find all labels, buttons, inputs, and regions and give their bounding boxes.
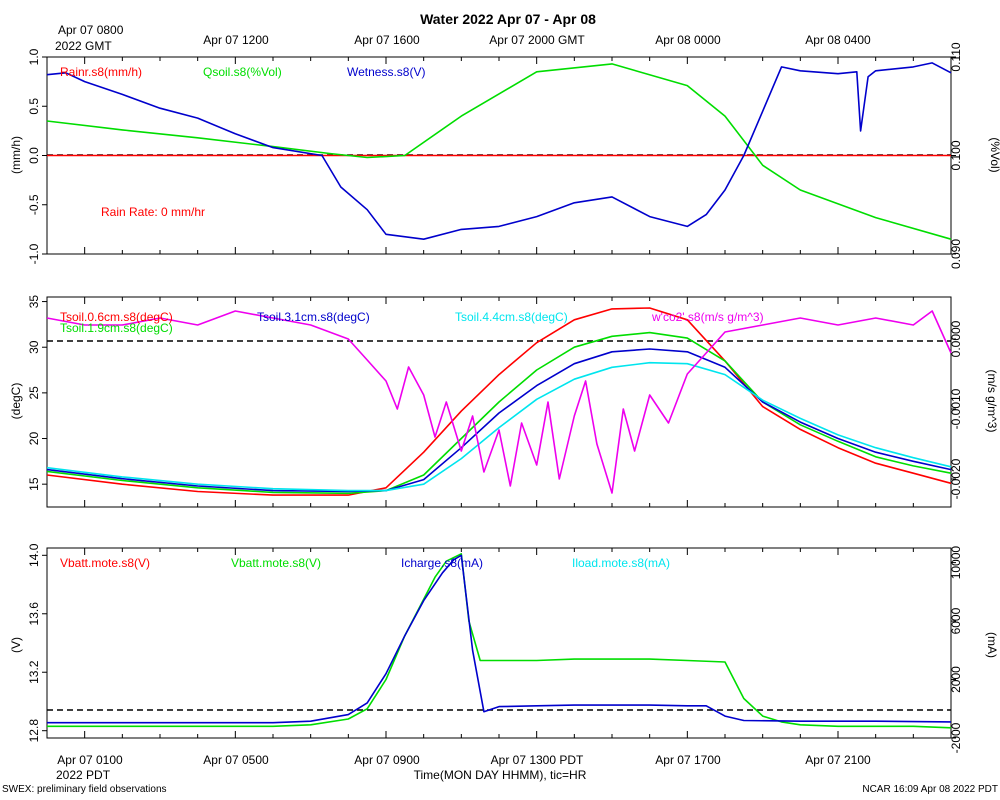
top-time-label-first-line1: Apr 07 0800	[58, 23, 124, 37]
left-tick-label: 15	[27, 477, 41, 491]
panel-3-x-ticks	[46, 548, 952, 738]
panel-1-series	[46, 62, 952, 240]
series-line-0-2	[46, 62, 952, 240]
right-tick-label: -0.0010	[949, 388, 963, 429]
top-time-label: Apr 07 2000 GMT	[489, 33, 585, 47]
left-tick-label: 0.5	[27, 98, 41, 115]
rain-rate-annotation: Rain Rate: 0 mm/hr	[101, 205, 205, 219]
legend-qsoil: Qsoil.s8(%Vol)	[203, 65, 282, 79]
legend-vbatt-green: Vbatt.mote.s8(V)	[231, 556, 321, 570]
series-line-1-4	[46, 310, 952, 494]
right-tick-label: 6000	[949, 607, 963, 634]
bottom-time-label: Apr 07 0900	[354, 753, 420, 767]
left-tick-label: 13.6	[27, 602, 41, 626]
right-tick-label: 0.0000	[949, 320, 963, 357]
left-tick-label: -0.5	[27, 194, 41, 215]
legend-tsoil-0-6: Tsoil.0.6cm.s8(degC)	[60, 310, 173, 324]
top-time-label: Apr 07 1600	[354, 33, 420, 47]
legend-wco2: w'co2'.s8(m/s g/m^3)	[651, 310, 764, 324]
right-tick-label: 2000	[949, 666, 963, 693]
legend-tsoil-4-4: Tsoil.4.4cm.s8(degC)	[455, 310, 568, 324]
panel-2-left-ticks: 15 20 25 30 35	[27, 295, 47, 491]
bottom-time-label: Apr 07 1300 PDT	[491, 753, 584, 767]
panel-3-left-ticks: 12.8 13.2 13.6 14.0	[27, 543, 47, 742]
top-time-label: Apr 08 0400	[805, 33, 871, 47]
x-axis-label: Time(MON DAY HHMM), tic=HR	[414, 768, 587, 782]
legend-tsoil-3-1: Tsoil.3.1cm.s8(degC)	[257, 310, 370, 324]
left-tick-label: 20	[27, 432, 41, 446]
bottom-time-axis: Apr 07 0100 Apr 07 0500 Apr 07 0900 Apr …	[56, 753, 871, 782]
footer-right: NCAR 16:09 Apr 08 2022 PDT	[862, 784, 998, 795]
panel-3-series	[47, 553, 952, 729]
right-tick-label: -2000	[949, 722, 963, 753]
series-line-1-3	[46, 361, 952, 492]
left-tick-label: 30	[27, 340, 41, 354]
right-tick-label: 10000	[949, 546, 963, 580]
legend-vbatt-red: Vbatt.mote.s8(V)	[60, 556, 150, 570]
bottom-year-label: 2022 PDT	[56, 768, 111, 782]
panel-3-right-axis-label: (mA)	[985, 632, 999, 658]
panel-2-series	[46, 307, 952, 496]
left-tick-label: 12.8	[27, 719, 41, 743]
series-line-1-1	[46, 331, 952, 495]
right-tick-label: 0.110	[949, 42, 963, 71]
left-tick-label: 35	[27, 295, 41, 309]
panel-soil-temperature-flux: 15 20 25 30 35 -0.0020 -0.0010 0.0000 (degC) (…	[9, 295, 999, 508]
panel-2-left-axis-label: (degC)	[9, 383, 23, 420]
panel-1-left-axis-label: (mm/h)	[9, 136, 23, 174]
bottom-time-label: Apr 07 2100	[805, 753, 871, 767]
panel-rain-soil-moisture: -1.0 -0.5 0.0 0.5 1.0 0.090 0.100 0.110 (mm/h)…	[9, 42, 1000, 269]
panel-2-right-axis-label: (m/s g/m^3)	[985, 370, 999, 433]
top-time-axis: Apr 07 0800 2022 GMT Apr 07 1200 Apr 07 …	[55, 23, 871, 53]
series-line-1-2	[46, 348, 952, 493]
chart-title: Water 2022 Apr 07 - Apr 08	[420, 11, 596, 27]
right-tick-label: -0.0020	[949, 458, 963, 499]
series-line-1-0	[46, 307, 952, 496]
top-time-label-first-line2: 2022 GMT	[55, 39, 112, 53]
left-tick-label: 14.0	[27, 543, 41, 567]
top-time-label: Apr 08 0000	[655, 33, 721, 47]
series-line-2-2	[47, 554, 952, 724]
panel-3-left-axis-label: (V)	[9, 637, 23, 653]
panel-1-right-ticks: 0.090 0.100 0.110	[949, 42, 963, 269]
left-tick-label: 1.0	[27, 48, 41, 65]
right-tick-label: 0.090	[949, 239, 963, 269]
legend-tsoil-1-9: Tsoil.1.9cm.s8(degC)	[60, 321, 173, 335]
panel-3-right-ticks: -2000 2000 6000 10000	[949, 546, 963, 754]
legend-rainr: Rainr.s8(mm/h)	[60, 65, 142, 79]
right-tick-label: 0.100	[949, 140, 963, 170]
left-tick-label: -1.0	[27, 243, 41, 264]
series-line-0-1	[46, 63, 952, 240]
panel-1-x-ticks	[46, 57, 952, 254]
left-tick-label: 0.0	[27, 147, 41, 164]
legend-icharge: Icharge.s8(mA)	[401, 556, 483, 570]
legend-iload: Iload.mote.s8(mA)	[572, 556, 670, 570]
legend-wetness: Wetness.s8(V)	[347, 65, 425, 79]
footer-left: SWEX: preliminary field observations	[2, 784, 167, 795]
panel-2-right-ticks: -0.0020 -0.0010 0.0000	[949, 320, 963, 499]
panel-1-left-ticks: -1.0 -0.5 0.0 0.5 1.0	[27, 48, 47, 264]
bottom-time-label: Apr 07 0100	[57, 753, 123, 767]
left-tick-label: 13.2	[27, 660, 41, 684]
left-tick-label: 25	[27, 386, 41, 400]
panel-1-right-axis-label: (%Vol)	[988, 137, 1000, 172]
panel-2-x-ticks	[46, 297, 952, 507]
top-time-label: Apr 07 1200	[203, 33, 269, 47]
bottom-time-label: Apr 07 1700	[655, 753, 721, 767]
bottom-time-label: Apr 07 0500	[203, 753, 269, 767]
